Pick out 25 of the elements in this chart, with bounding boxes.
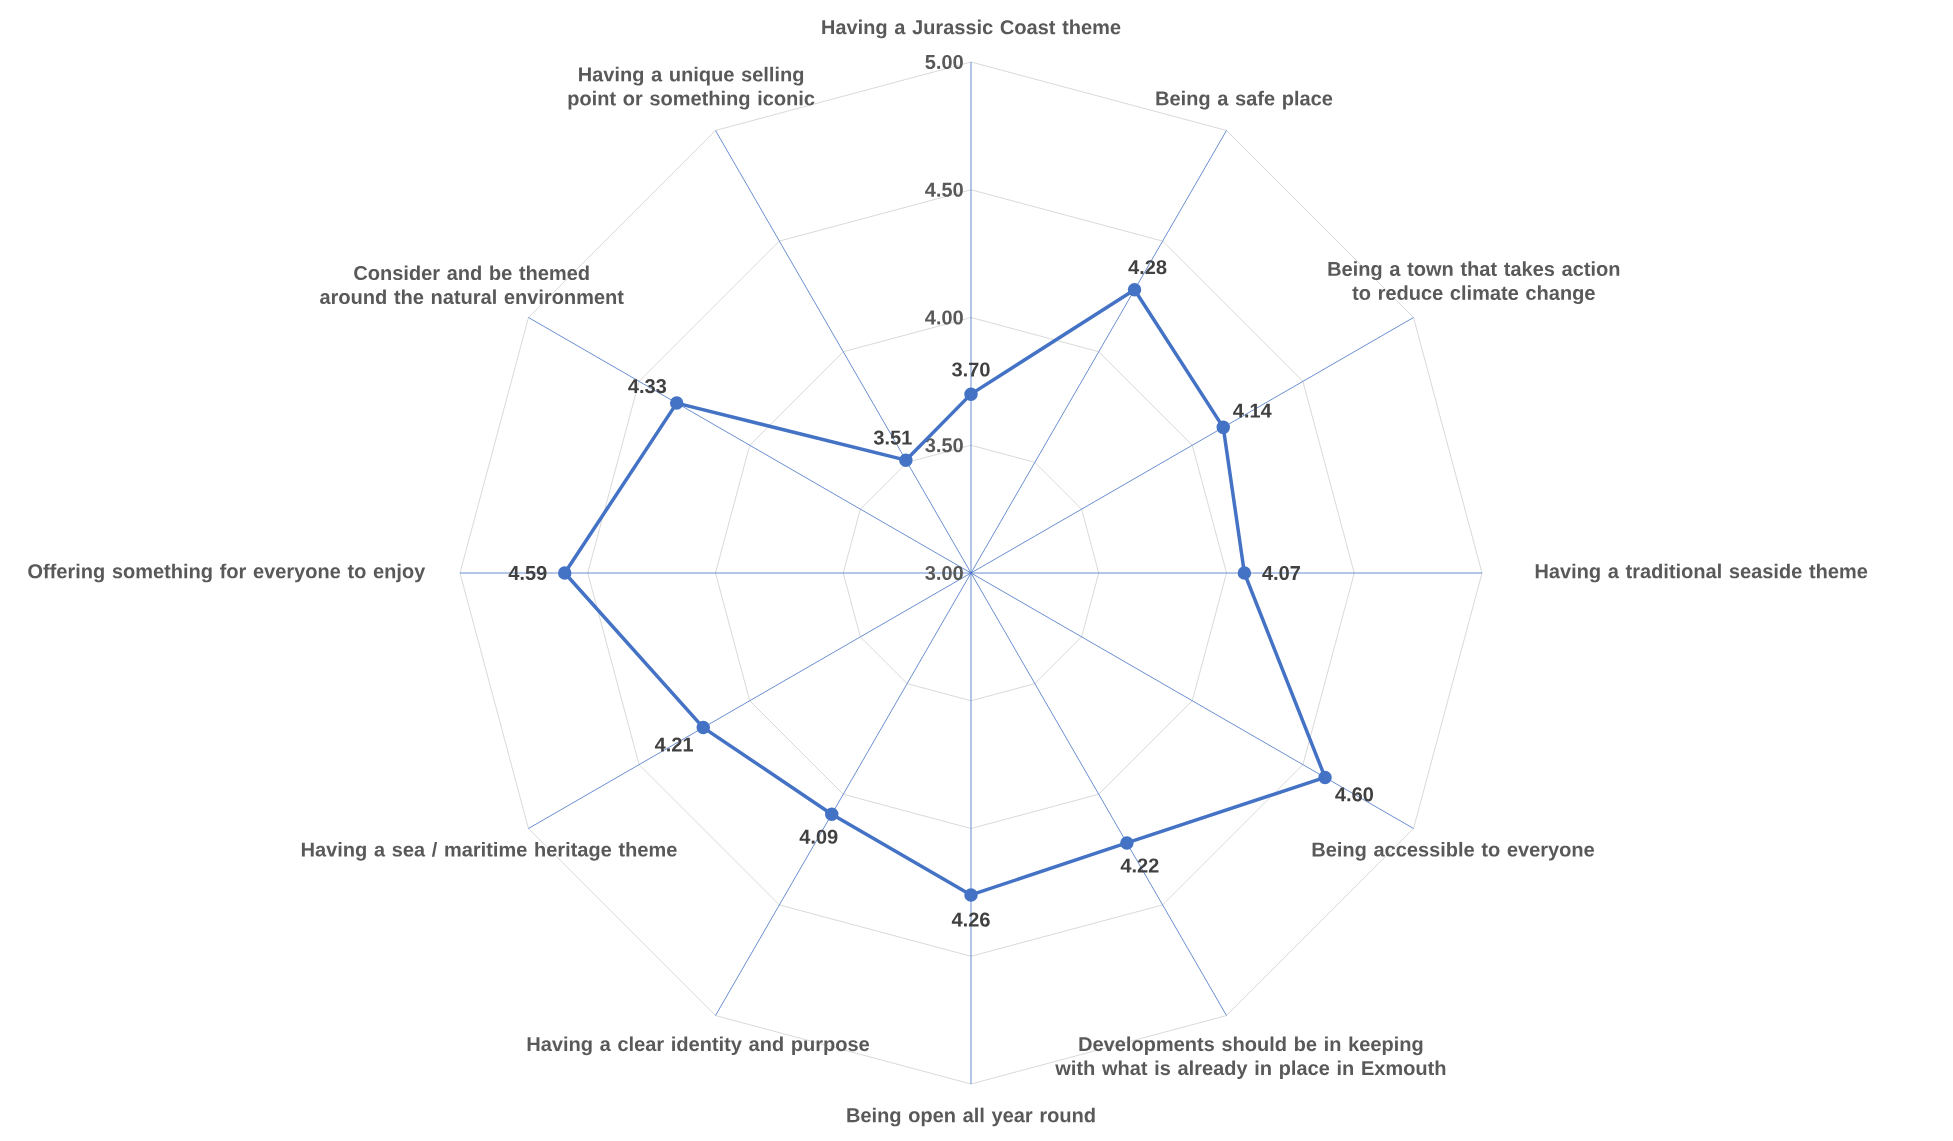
data-label: 4.26: [951, 912, 990, 927]
data-label: 3.51: [873, 430, 912, 445]
spoke-label: Having a traditional seaside theme: [1535, 563, 1868, 583]
y-tick-label: 4.00: [925, 310, 963, 325]
spoke-label: Being a town that takes action to reduce climate change: [1328, 261, 1620, 305]
spoke-label: Consider and be themed around the natural environment: [320, 265, 624, 305]
spoke-label: Offering something for everyone to enjoy: [28, 563, 426, 583]
data-label: 4.59: [508, 565, 547, 581]
data-label: 4.22: [1120, 858, 1159, 873]
y-tick-label: 4.50: [925, 182, 963, 197]
y-tick-label: 3.00: [925, 565, 963, 581]
y-tick-label: 5.00: [925, 54, 963, 70]
spoke-label: Being a safe place: [1156, 90, 1333, 110]
spoke-label: Being accessible to everyone: [1312, 841, 1595, 861]
spoke-label: Being open all year round: [847, 1107, 1095, 1127]
spoke-label: Having a unique selling point or something iconic: [568, 66, 815, 110]
data-label: 3.70: [951, 362, 990, 377]
y-tick-label: 3.50: [925, 438, 963, 453]
spoke-label: Having a sea / maritime heritage theme: [301, 841, 677, 861]
data-label: 4.09: [799, 829, 838, 844]
spoke-label: Having a clear identity and purpose: [527, 1036, 870, 1056]
spoke-label: Developments should be in keeping with what is already in place in Exmouth: [1055, 1036, 1446, 1080]
spoke-label: Having a Jurassic Coast theme: [822, 19, 1121, 39]
data-label: 4.07: [1262, 565, 1300, 581]
data-label: 4.28: [1128, 260, 1167, 275]
